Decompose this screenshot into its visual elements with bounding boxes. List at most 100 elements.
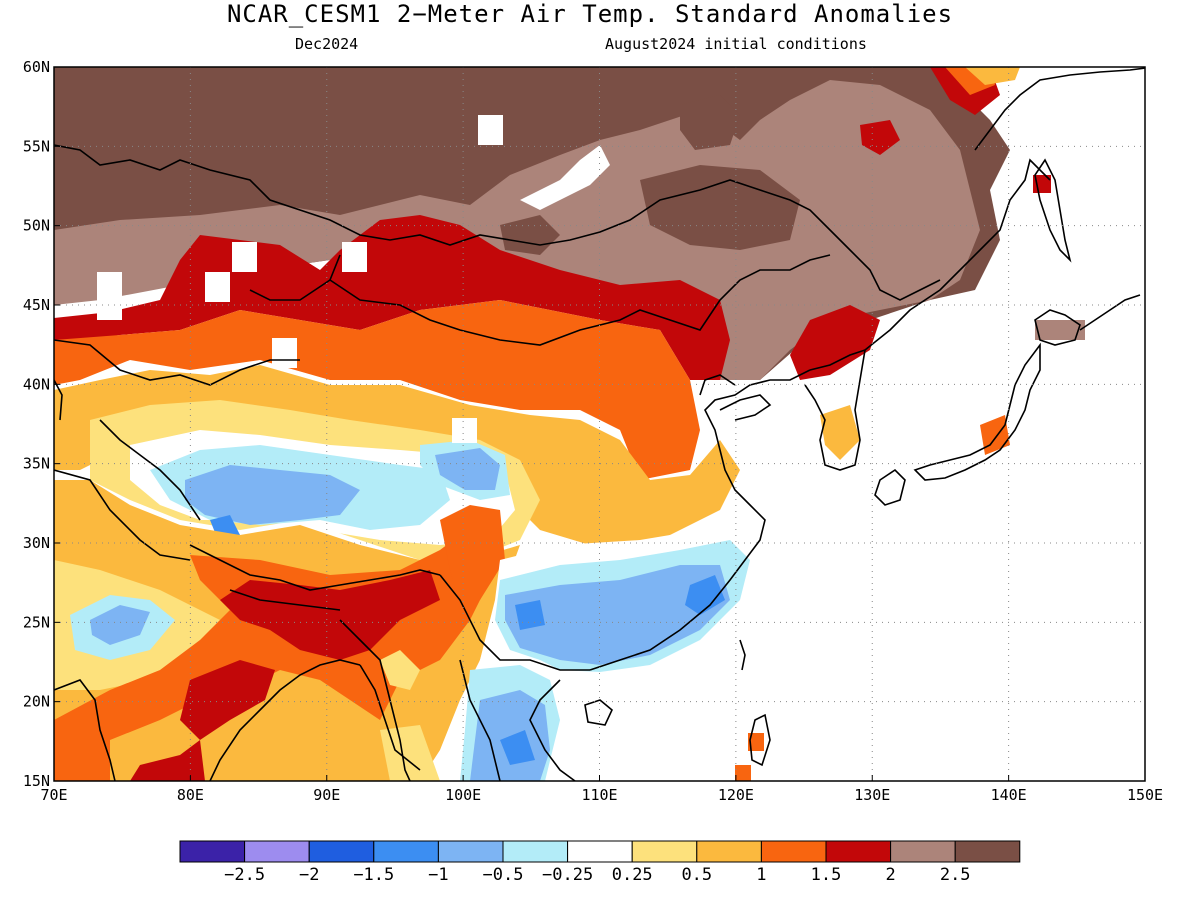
coast-china-east: [589, 369, 811, 671]
lat-tick-label: 60N: [23, 58, 50, 76]
anomaly-region-blue-core-indochina: [500, 730, 535, 765]
coastlines-borders: [54, 67, 1145, 781]
colorbar-swatch: [244, 840, 310, 863]
anomaly-region-red-himalaya: [220, 570, 440, 660]
colorbar-label: −2: [299, 865, 319, 885]
lon-tick-label: 90E: [313, 786, 340, 804]
anomaly-region-orange-himalaya: [54, 510, 500, 781]
colorbar-swatch: [631, 840, 698, 863]
anomaly-region-paleyellow-burma: [380, 650, 420, 690]
colorbar-label: −2.5: [224, 865, 265, 885]
colorbar-swatch: [502, 840, 569, 863]
colorbar-swatch: [437, 840, 504, 863]
lon-tick-label: 110E: [581, 786, 617, 804]
anomaly-region-blue-india: [90, 605, 150, 645]
colorbar-swatch: [890, 840, 956, 863]
colorbar-label: 1: [756, 865, 766, 885]
anomaly-region-red-patch-northeast: [790, 305, 880, 380]
colorbar-swatch: [696, 840, 762, 863]
lake-balkhash-east: [232, 242, 257, 272]
anomaly-region-red-southindia-1: [180, 660, 275, 740]
coast-kyushu: [874, 468, 906, 506]
coast-caspian: [54, 379, 63, 421]
anomaly-region-red-southindia-2: [130, 740, 205, 781]
coast-india-east: [209, 659, 361, 781]
anomaly-region-blue-core-sechina: [685, 575, 725, 615]
border-kazakhstan-china: [249, 254, 341, 301]
border-central-asia: [54, 339, 300, 386]
colorbar-swatch: [567, 840, 633, 863]
anomaly-region-orange-japan: [980, 415, 1010, 455]
lake-zaysan: [342, 242, 367, 272]
coast-russia-east: [864, 158, 1051, 351]
colorbar-swatch: [825, 840, 892, 863]
border-china-vietnam: [439, 574, 590, 671]
coast-okhotsk: [974, 67, 1145, 151]
anomaly-region-darkbrown-patch-3: [680, 95, 740, 150]
anomaly-region-taiwan-2: [735, 765, 751, 781]
anomaly-region-taiwan-1: [748, 733, 764, 751]
axis-ticks: 70E 80E 90E 100E 110E 120E 130E 140E 150E 15N 20N 2…: [23, 58, 1163, 804]
border-himalaya: [189, 544, 441, 591]
lake-balkhash-west: [205, 272, 230, 302]
anomaly-region-darkbrown-patch-2: [500, 215, 560, 255]
coast-shandong: [719, 394, 772, 421]
colorbar-swatch: [760, 840, 827, 863]
border-indochina: [459, 659, 501, 781]
lat-tick-label: 15N: [23, 772, 50, 790]
colorbar-label: −1.5: [353, 865, 394, 885]
lon-tick-label: 150E: [1127, 786, 1163, 804]
colorbar-label: −0.25: [542, 865, 593, 885]
lat-tick-label: 55N: [23, 137, 50, 155]
coast-vietnam: [529, 679, 576, 781]
border-pakistan: [54, 469, 191, 561]
colorbar-label: −1: [428, 865, 448, 885]
lat-tick-label: 30N: [23, 534, 50, 552]
colorbar-swatch: [373, 840, 439, 863]
lat-tick-label: 35N: [23, 455, 50, 473]
lake-issyk: [272, 338, 297, 368]
coast-bohai: [699, 374, 736, 396]
coast-philippines: [739, 639, 746, 671]
lat-tick-label: 50N: [23, 217, 50, 235]
lon-tick-label: 120E: [718, 786, 754, 804]
colorbar-label: 2.5: [940, 865, 971, 885]
anomaly-region-darkbrown-patch-1: [640, 165, 800, 250]
lon-tick-label: 100E: [445, 786, 481, 804]
anomaly-region-hokkaido: [1035, 320, 1085, 340]
forecast-month: Dec2024: [295, 35, 359, 53]
colorbar: −2.5 −2 −1.5 −1 −0.5 −0.25 0.25 0.5 1 1.5 2 2.5: [179, 840, 1021, 885]
lake-north: [478, 115, 503, 145]
anomaly-region-blue-qinghai: [435, 448, 500, 490]
lake-baikal: [520, 145, 610, 210]
anomaly-region-blue-sechina: [505, 565, 730, 665]
lon-tick-label: 70E: [40, 786, 67, 804]
colorbar-label: 0.5: [681, 865, 712, 885]
coast-korea: [804, 348, 867, 471]
colorbar-swatch: [954, 840, 1021, 863]
lat-tick-label: 25N: [23, 613, 50, 631]
colorbar-label: 2: [885, 865, 895, 885]
lon-tick-label: 130E: [854, 786, 890, 804]
colorbar-swatch: [308, 840, 375, 863]
lat-tick-label: 40N: [23, 375, 50, 393]
lake-qinghai: [452, 418, 477, 443]
colorbar-swatch: [179, 840, 246, 863]
border-nepal-south: [229, 589, 341, 611]
anomaly-region-yellow-top: [965, 67, 1020, 85]
coast-hainan: [584, 699, 613, 726]
gridlines: [54, 67, 1145, 781]
anomaly-region-paleyellow-bay: [380, 725, 440, 781]
coast-burma: [359, 664, 421, 771]
lon-tick-label: 140E: [991, 786, 1027, 804]
coast-kuril: [1079, 294, 1141, 331]
border-myanmar: [339, 619, 411, 781]
coast-hokkaido: [1034, 309, 1081, 346]
lon-tick-label: 80E: [177, 786, 204, 804]
coast-honshu: [913, 342, 1041, 481]
lake-aral: [97, 272, 122, 320]
anomaly-region-blue-tibet: [185, 465, 360, 525]
anomaly-fields: [54, 67, 1145, 781]
coast-india-west: [54, 679, 116, 781]
